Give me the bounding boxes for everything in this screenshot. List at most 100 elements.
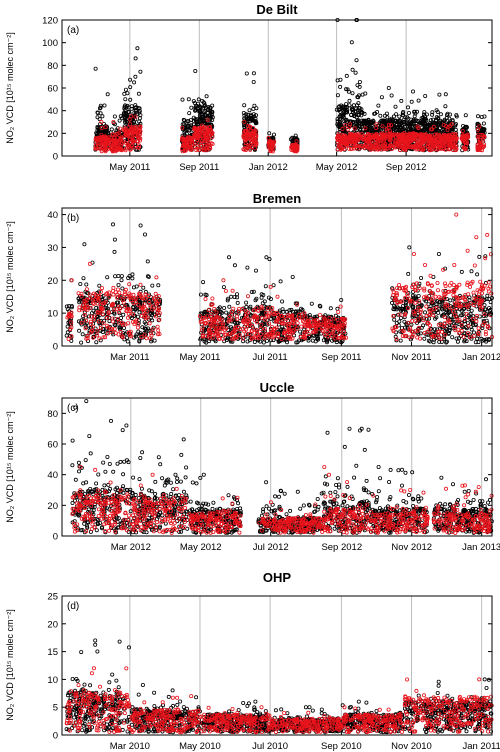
data-point-black — [95, 111, 100, 116]
data-point-red — [100, 286, 105, 291]
data-point-red — [95, 333, 100, 338]
data-point-black — [350, 91, 355, 96]
data-point-black — [187, 111, 192, 116]
data-point-black — [485, 293, 490, 298]
data-point-black — [229, 294, 234, 299]
data-point-black — [221, 285, 226, 290]
data-point-black — [109, 127, 114, 132]
data-point-black — [406, 111, 411, 116]
data-point-black — [360, 92, 365, 97]
data-point-black — [126, 105, 131, 110]
data-point-black — [475, 272, 480, 277]
data-point-black — [125, 339, 130, 344]
data-point-black — [184, 128, 189, 133]
data-point-black — [262, 299, 267, 304]
data-point-black — [193, 108, 198, 113]
data-point-black — [357, 80, 362, 85]
data-point-black — [105, 275, 110, 280]
data-point-black — [227, 304, 232, 309]
data-point-black — [131, 114, 136, 119]
data-point-black — [186, 97, 191, 102]
chart-title: De Bilt — [256, 2, 298, 17]
data-point-black — [260, 301, 265, 306]
data-point-black — [378, 113, 383, 118]
data-point-black — [128, 77, 133, 82]
data-point-black — [254, 120, 259, 125]
data-point-black — [123, 108, 128, 113]
data-point-black — [394, 112, 399, 117]
data-point-black — [245, 265, 250, 270]
data-point-black — [278, 279, 283, 284]
data-point-black — [246, 115, 251, 120]
data-point-black — [65, 324, 70, 329]
data-point-black — [123, 103, 128, 108]
data-point-black — [359, 124, 364, 129]
x-tick-label: May 2012 — [316, 162, 358, 173]
data-point-black — [251, 80, 256, 85]
data-point-black — [122, 91, 127, 96]
data-point-black — [267, 257, 272, 262]
data-point-black — [443, 104, 448, 109]
data-point-black — [82, 242, 87, 247]
data-point-black — [261, 340, 266, 345]
data-point-black — [448, 298, 453, 303]
data-point-red — [147, 321, 152, 326]
data-point-black — [197, 113, 202, 118]
data-point-red — [144, 336, 149, 341]
data-point-black — [298, 329, 303, 334]
data-point-black — [469, 269, 474, 274]
data-point-black — [351, 103, 356, 108]
data-point-red — [210, 296, 215, 301]
data-point-black — [338, 109, 343, 114]
data-point-black — [202, 101, 207, 106]
data-point-black — [280, 299, 285, 304]
data-point-black — [234, 292, 239, 297]
data-point-black — [113, 274, 118, 279]
y-tick-label: 80 — [47, 61, 58, 72]
data-point-black — [189, 130, 194, 135]
data-point-black — [185, 124, 190, 129]
data-point-black — [393, 104, 398, 109]
data-point-black — [340, 113, 345, 118]
data-point-black — [102, 103, 107, 108]
data-point-black — [359, 107, 364, 112]
data-point-black — [450, 335, 455, 340]
data-point-black — [290, 135, 295, 140]
data-point-black — [195, 106, 200, 111]
data-point-red — [221, 278, 226, 283]
data-point-red — [115, 287, 120, 292]
data-point-black — [141, 285, 146, 290]
data-point-black — [80, 332, 85, 337]
data-point-black — [352, 112, 357, 117]
data-point-red — [336, 309, 341, 314]
data-point-black — [182, 118, 187, 123]
data-point-black — [342, 109, 347, 114]
data-point-black — [248, 119, 253, 124]
series-black-points — [93, 17, 487, 153]
data-point-black — [136, 106, 141, 111]
data-point-black — [98, 105, 103, 110]
data-point-black — [346, 89, 351, 94]
y-tick-label: 0 — [53, 152, 58, 163]
data-point-black — [130, 276, 135, 281]
data-point-black — [391, 114, 396, 119]
data-point-black — [251, 289, 256, 294]
data-point-black — [398, 315, 403, 320]
data-point-black — [132, 80, 137, 85]
data-point-black — [399, 98, 404, 103]
y-tick-label: 100 — [42, 38, 58, 49]
data-point-black — [347, 98, 352, 103]
data-point-black — [389, 300, 394, 305]
data-point-black — [202, 119, 207, 124]
data-point-black — [94, 340, 99, 345]
data-point-black — [357, 120, 362, 125]
data-point-black — [191, 99, 196, 104]
data-point-black — [245, 122, 250, 127]
data-point-red — [230, 288, 235, 293]
data-point-black — [400, 111, 405, 116]
data-point-black — [196, 97, 201, 102]
data-point-black — [95, 115, 100, 120]
data-point-black — [232, 263, 237, 268]
data-point-black — [100, 114, 105, 119]
data-point-black — [410, 89, 415, 94]
